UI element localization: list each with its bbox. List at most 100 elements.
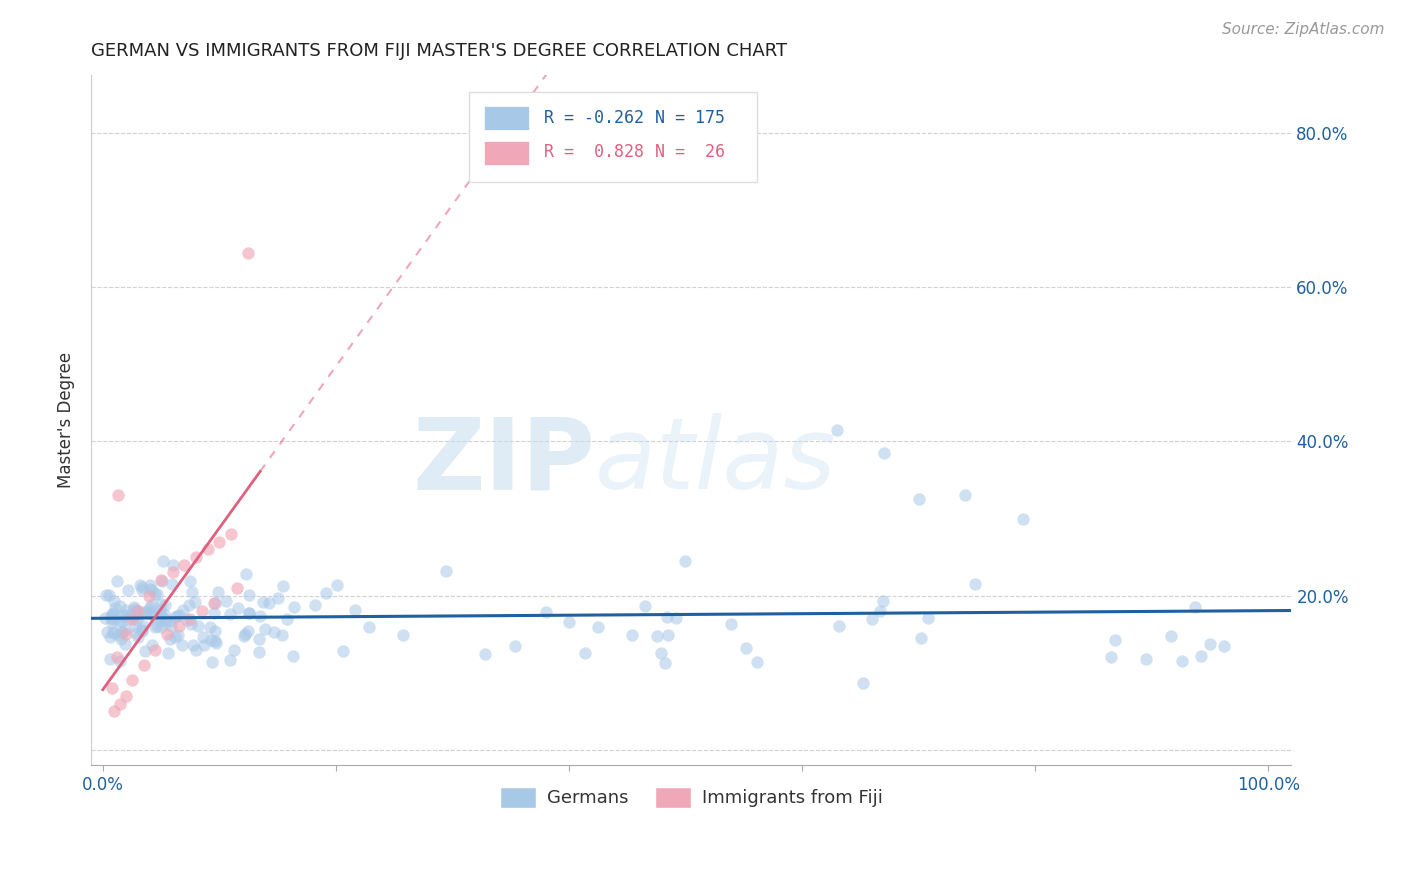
Point	[534, 605, 557, 619]
Point	[159, 614, 181, 628]
Point	[172, 638, 194, 652]
Point	[204, 635, 226, 649]
Point	[167, 628, 190, 642]
Point	[101, 607, 124, 621]
Point	[96, 588, 118, 602]
Point	[1184, 599, 1206, 614]
Point	[281, 649, 304, 664]
Point	[247, 632, 270, 647]
Point	[122, 601, 145, 615]
Point	[139, 599, 162, 614]
Point	[655, 609, 678, 624]
Point	[117, 583, 139, 598]
Point	[910, 632, 932, 646]
Point	[131, 582, 153, 597]
Point	[141, 638, 163, 652]
Point	[103, 594, 125, 608]
Point	[98, 652, 121, 666]
Point	[160, 577, 183, 591]
Point	[233, 627, 256, 641]
Point	[204, 596, 226, 610]
Point	[218, 652, 240, 666]
Point	[872, 593, 894, 607]
Point	[94, 610, 117, 624]
Point	[117, 612, 139, 626]
Point	[127, 631, 149, 645]
Point	[132, 657, 155, 672]
Text: N =  26: N = 26	[655, 144, 725, 161]
Point	[100, 608, 122, 623]
Point	[150, 608, 173, 623]
Point	[142, 608, 165, 623]
Point	[101, 624, 124, 639]
Point	[204, 624, 226, 638]
Point	[249, 609, 271, 624]
Point	[238, 606, 260, 620]
Point	[127, 604, 149, 618]
Point	[173, 558, 195, 572]
Point	[118, 607, 141, 622]
Point	[574, 646, 596, 660]
Point	[179, 612, 201, 626]
Point	[150, 574, 173, 588]
Point	[236, 624, 259, 639]
Point	[675, 554, 697, 568]
Point	[181, 585, 204, 599]
Point	[125, 602, 148, 616]
Point	[145, 619, 167, 633]
Point	[247, 645, 270, 659]
Point	[110, 697, 132, 711]
Point	[183, 638, 205, 652]
Point	[146, 587, 169, 601]
Point	[111, 609, 134, 624]
Point	[153, 607, 176, 622]
Point	[129, 578, 152, 592]
Y-axis label: Master's Degree: Master's Degree	[58, 352, 75, 488]
Point	[271, 579, 294, 593]
Point	[436, 564, 458, 578]
Point	[253, 622, 276, 636]
Point	[907, 492, 929, 507]
Point	[1191, 648, 1213, 663]
Point	[114, 608, 136, 623]
Point	[150, 597, 173, 611]
Point	[586, 620, 609, 634]
Point	[121, 612, 143, 626]
Point	[720, 616, 742, 631]
Point	[121, 673, 143, 688]
Point	[860, 612, 883, 626]
Point	[193, 638, 215, 652]
Point	[157, 647, 180, 661]
Point	[103, 704, 125, 718]
Point	[110, 654, 132, 668]
Text: GERMAN VS IMMIGRANTS FROM FIJI MASTER'S DEGREE CORRELATION CHART: GERMAN VS IMMIGRANTS FROM FIJI MASTER'S …	[91, 42, 787, 60]
Text: R =  0.828: R = 0.828	[544, 144, 644, 161]
Point	[953, 488, 976, 502]
Point	[621, 628, 644, 642]
Point	[143, 642, 166, 657]
Point	[124, 600, 146, 615]
Point	[155, 612, 177, 626]
Point	[963, 577, 986, 591]
Point	[263, 625, 285, 640]
Point	[235, 566, 257, 581]
Point	[180, 616, 202, 631]
Point	[202, 596, 225, 610]
Text: Source: ZipAtlas.com: Source: ZipAtlas.com	[1222, 22, 1385, 37]
Point	[103, 607, 125, 621]
Point	[152, 554, 174, 568]
Point	[187, 619, 209, 633]
Point	[111, 614, 134, 628]
Point	[332, 644, 354, 658]
Point	[197, 542, 219, 557]
Point	[143, 620, 166, 634]
Text: atlas: atlas	[595, 413, 837, 510]
Point	[184, 549, 207, 564]
Point	[232, 629, 254, 643]
Point	[149, 603, 172, 617]
Point	[634, 599, 657, 613]
Point	[139, 582, 162, 596]
Point	[1160, 629, 1182, 643]
Point	[125, 607, 148, 622]
Point	[1198, 637, 1220, 651]
